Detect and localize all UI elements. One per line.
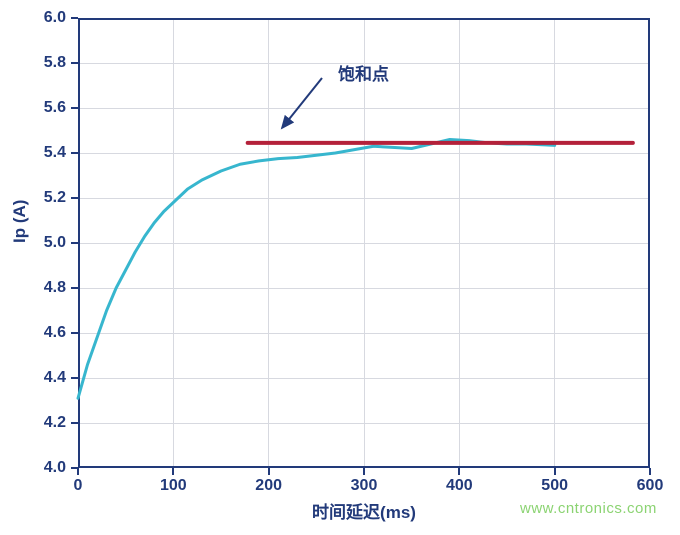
x-tick-label: 100 bbox=[160, 477, 187, 495]
y-tick-label: 5.8 bbox=[44, 54, 66, 72]
x-tick bbox=[268, 468, 270, 475]
y-tick-label: 5.6 bbox=[44, 99, 66, 117]
watermark: www.cntronics.com bbox=[520, 500, 657, 517]
x-axis-title: 时间延迟(ms) bbox=[312, 498, 416, 523]
y-tick bbox=[71, 62, 78, 64]
y-tick bbox=[71, 287, 78, 289]
y-tick-label: 4.0 bbox=[44, 459, 66, 477]
y-tick-label: 4.2 bbox=[44, 414, 66, 432]
y-tick bbox=[71, 152, 78, 154]
y-tick-label: 5.2 bbox=[44, 189, 66, 207]
x-tick-label: 500 bbox=[541, 477, 568, 495]
y-tick-label: 6.0 bbox=[44, 9, 66, 27]
x-tick bbox=[649, 468, 651, 475]
y-tick bbox=[71, 107, 78, 109]
x-tick bbox=[554, 468, 556, 475]
x-tick bbox=[458, 468, 460, 475]
y-tick-label: 4.4 bbox=[44, 369, 66, 387]
x-tick bbox=[172, 468, 174, 475]
x-tick-label: 400 bbox=[446, 477, 473, 495]
y-tick bbox=[71, 467, 78, 469]
y-tick-label: 4.6 bbox=[44, 324, 66, 342]
x-tick-label: 200 bbox=[255, 477, 282, 495]
annotation-arrow bbox=[282, 78, 322, 128]
x-tick-label: 300 bbox=[351, 477, 378, 495]
x-tick bbox=[363, 468, 365, 475]
y-tick-label: 5.0 bbox=[44, 234, 66, 252]
y-tick-label: 5.4 bbox=[44, 144, 66, 162]
y-tick bbox=[71, 422, 78, 424]
y-tick bbox=[71, 332, 78, 334]
series-curve bbox=[78, 140, 555, 399]
y-tick bbox=[71, 17, 78, 19]
x-tick bbox=[77, 468, 79, 475]
y-tick bbox=[71, 242, 78, 244]
x-tick-label: 0 bbox=[74, 477, 83, 495]
y-tick-label: 4.8 bbox=[44, 279, 66, 297]
y-axis-title: Ip (A) bbox=[10, 200, 30, 243]
annotation-label: 饱和点 bbox=[338, 60, 389, 85]
x-tick-label: 600 bbox=[637, 477, 664, 495]
watermark-text: www.cntronics.com bbox=[520, 500, 657, 517]
y-tick bbox=[71, 377, 78, 379]
y-tick bbox=[71, 197, 78, 199]
